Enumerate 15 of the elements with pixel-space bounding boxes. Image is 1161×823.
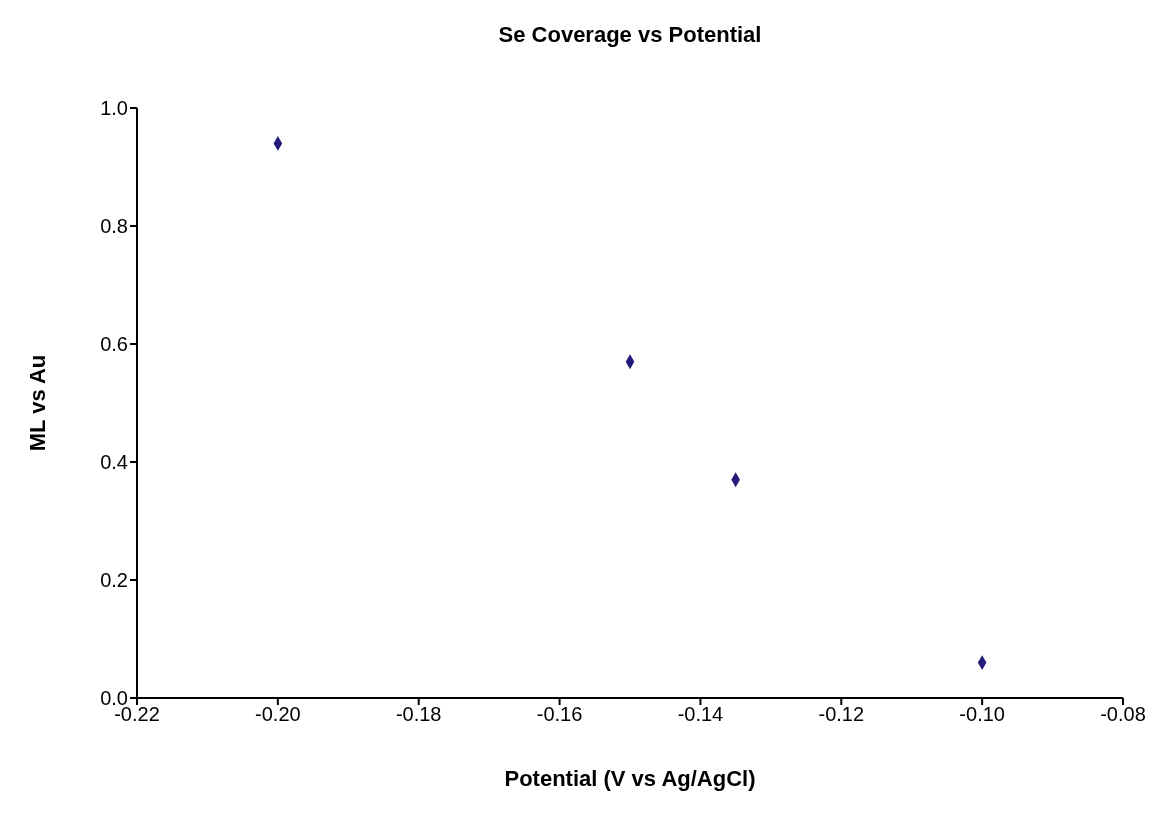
x-tick-label: -0.12 <box>818 703 865 726</box>
y-tick-label: 0.2 <box>100 569 128 592</box>
y-tick-label: 0.6 <box>100 333 128 356</box>
chart-title: Se Coverage vs Potential <box>497 22 763 48</box>
x-tick-label: -0.18 <box>395 703 442 726</box>
x-tick-label: -0.08 <box>1100 703 1146 726</box>
x-axis-title: Potential (V vs Ag/AgCl) <box>503 766 757 792</box>
x-tick-label: -0.16 <box>536 703 583 726</box>
y-tick-label: 0.4 <box>100 451 128 474</box>
x-tick-label: -0.20 <box>255 703 301 726</box>
y-tick-label: 0.8 <box>100 215 128 238</box>
y-axis-title: ML vs Au <box>25 354 51 452</box>
x-tick-label: -0.10 <box>959 703 1005 726</box>
x-tick-label: -0.14 <box>677 703 724 726</box>
y-tick-label: 1.0 <box>100 97 128 120</box>
